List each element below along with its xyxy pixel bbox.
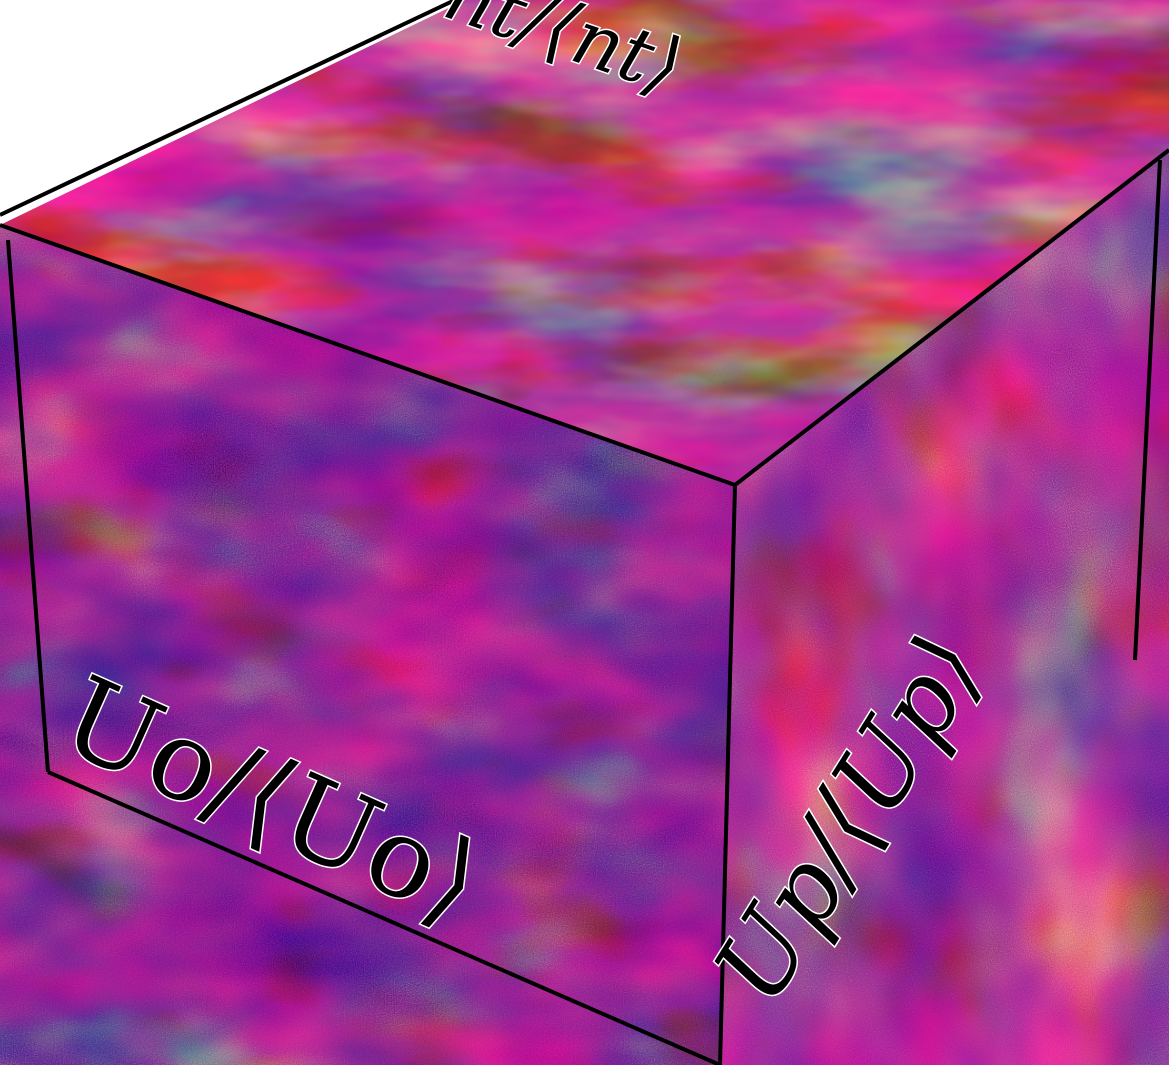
vertical-front-edge — [718, 484, 737, 1065]
right-vertical-edge — [1133, 159, 1162, 661]
left-vertical-edge — [6, 239, 50, 773]
top-left-back-edge — [0, 0, 456, 217]
bottom-front-edge — [47, 770, 721, 1065]
